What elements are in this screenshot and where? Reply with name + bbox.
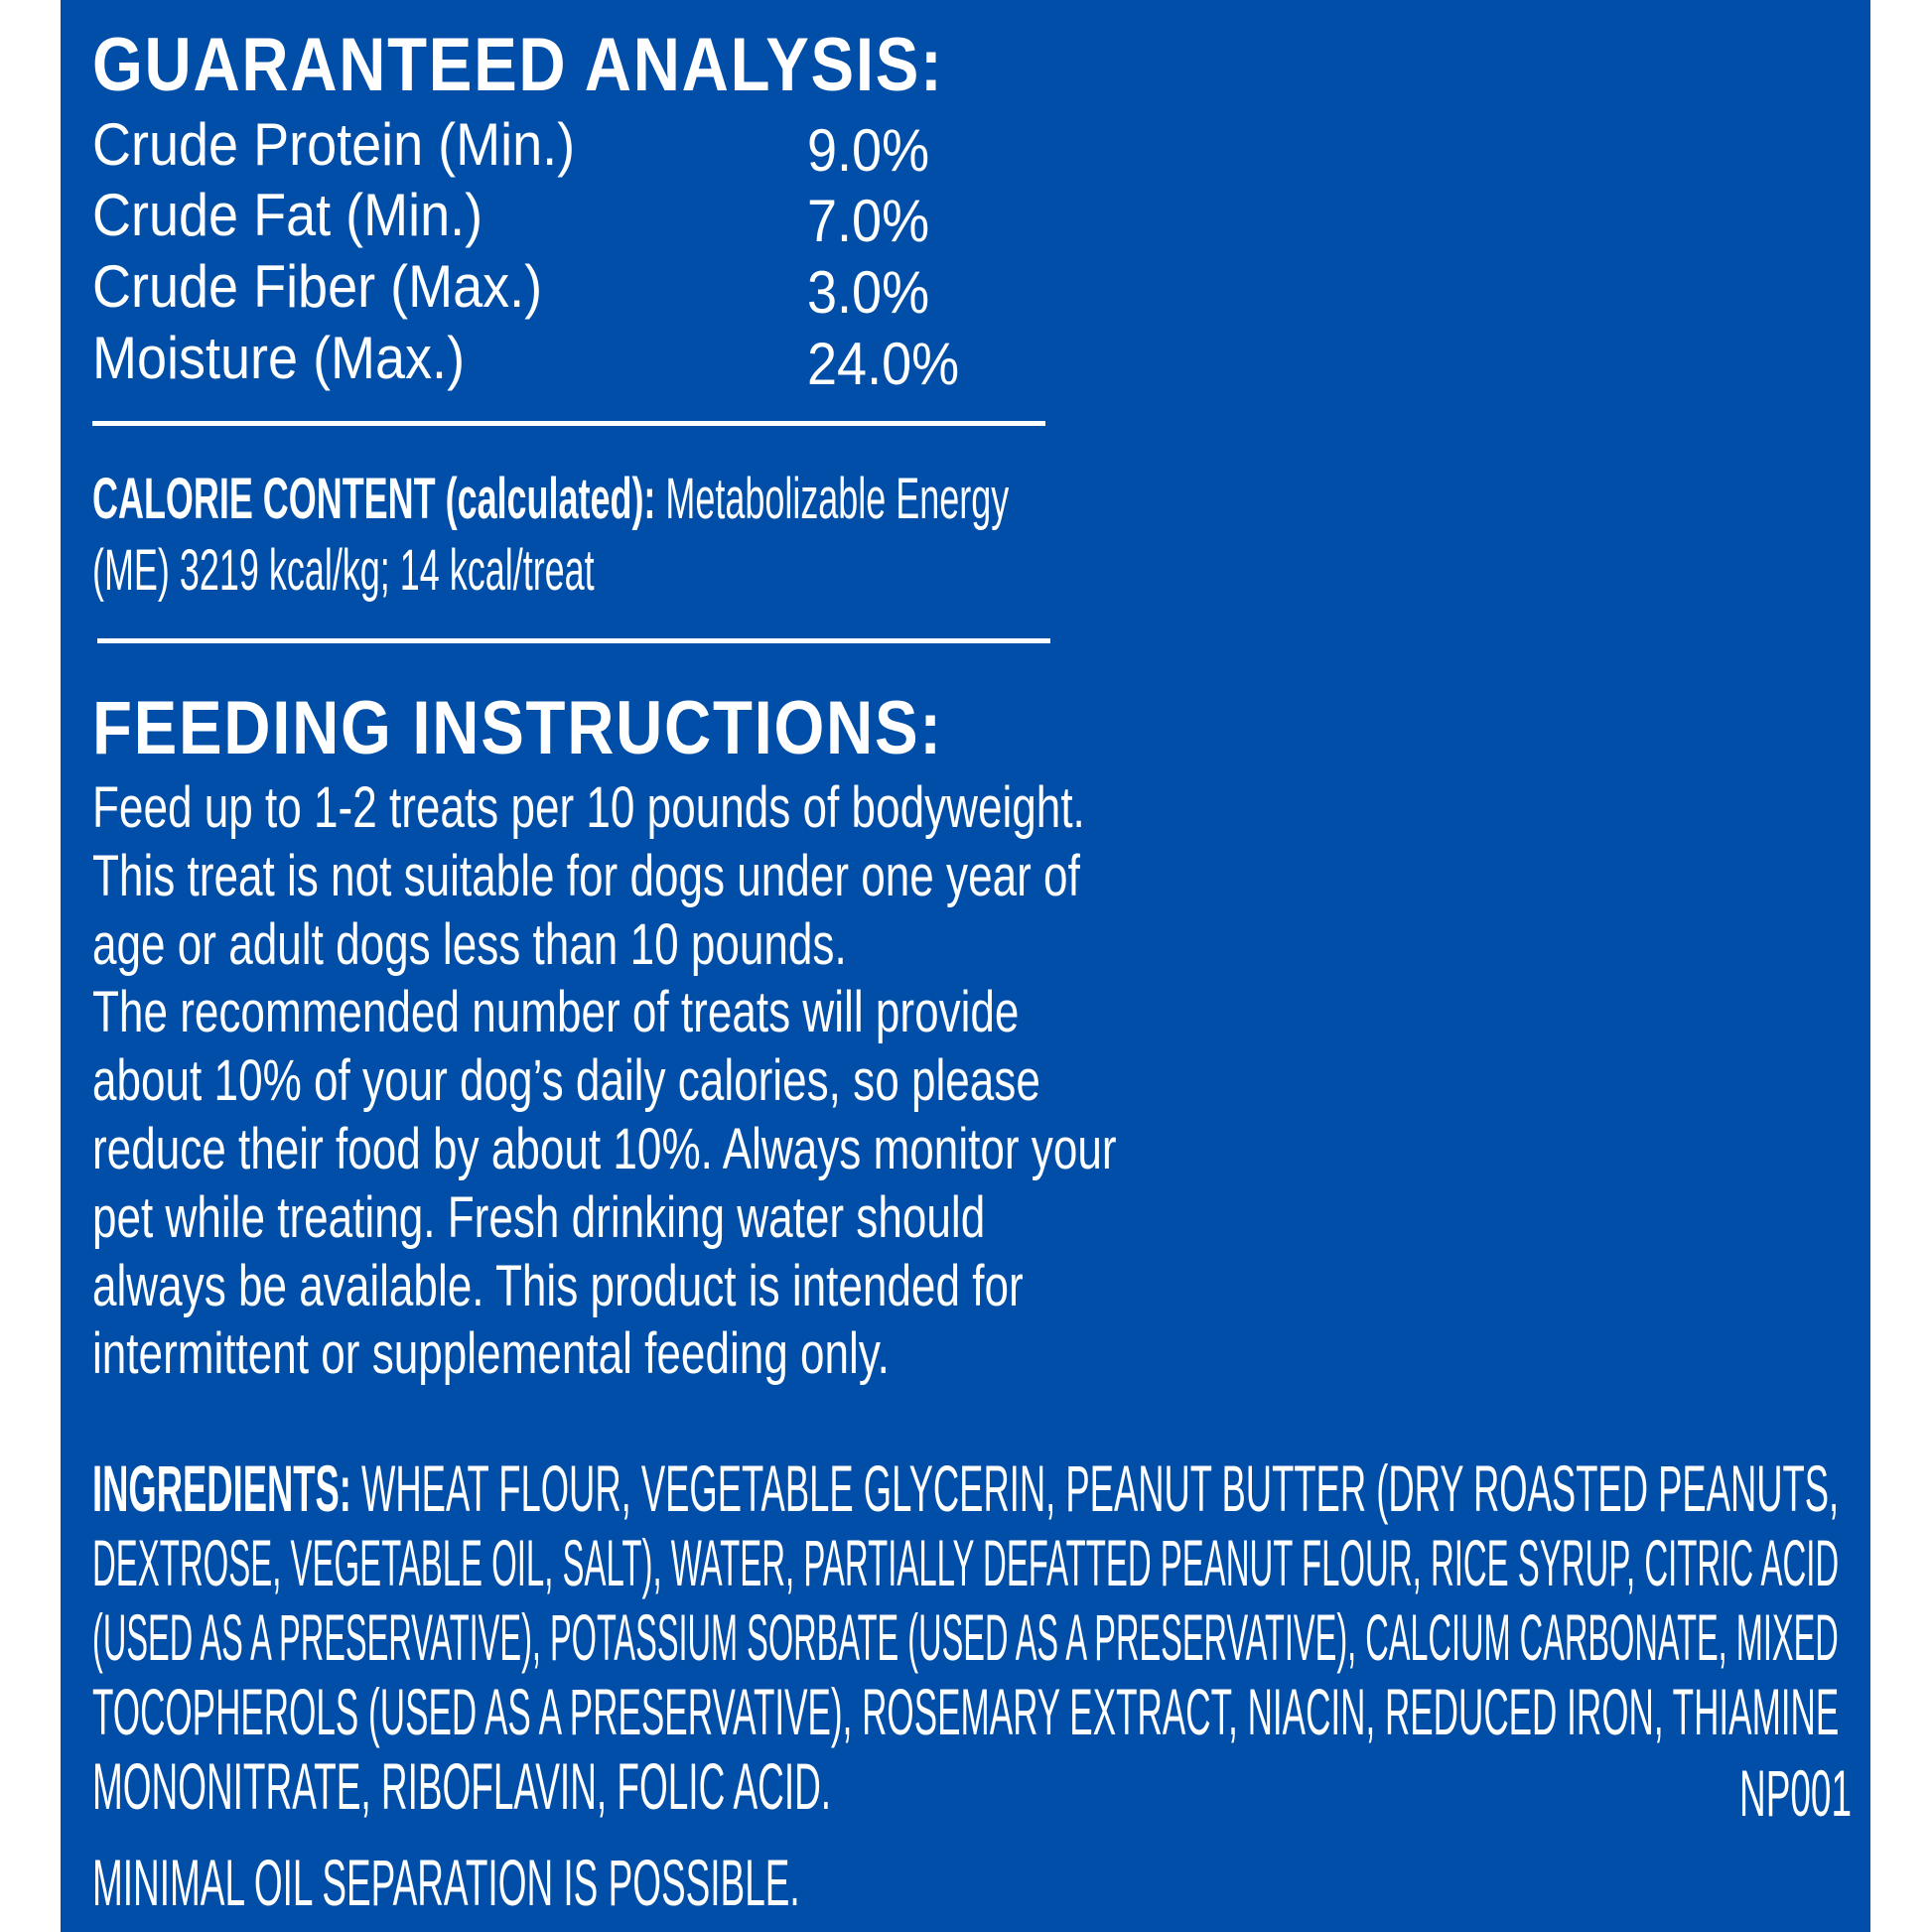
guaranteed-analysis-title: GUARANTEED ANALYSIS: [92, 23, 944, 107]
ingredients-line: MONONITRATE, RIBOFLAVIN, FOLIC ACID. [92, 1749, 832, 1823]
feeding-instruction-line: The recommended number of treats will pr… [92, 980, 1020, 1045]
feeding-instruction-line: about 10% of your dog’s daily calories, … [92, 1048, 1040, 1114]
ingredients-line: TOCOPHEROLS (USED AS A PRESERVATIVE), RO… [92, 1675, 1840, 1748]
calorie-content-line2: (ME) 3219 kcal/kg; 14 kcal/treat [92, 538, 595, 603]
calorie-content-text: Metabolizable Energy [655, 467, 1010, 531]
product-code: NP001 [1739, 1756, 1853, 1830]
calorie-content-line1: CALORIE CONTENT (calculated): Metaboliza… [92, 471, 1009, 528]
analysis-value: 24.0% [807, 331, 960, 397]
analysis-label: Moisture (Max.) [92, 325, 466, 391]
analysis-value: 9.0% [807, 117, 930, 184]
analysis-label: Crude Fat (Min.) [92, 182, 483, 248]
divider [97, 638, 1050, 643]
ingredients-text: WHEAT FLOUR, VEGETABLE GLYCERIN, PEANUT … [350, 1451, 1840, 1525]
feeding-instruction-line: always be available. This product is int… [92, 1253, 1024, 1318]
label-panel [61, 0, 1870, 1932]
ingredients-label: INGREDIENTS: [92, 1451, 351, 1525]
feeding-instruction-line: age or adult dogs less than 10 pounds. [92, 911, 847, 977]
divider [92, 421, 1045, 426]
feeding-instruction-line: This treat is not suitable for dogs unde… [92, 843, 1080, 908]
feeding-instruction-line: reduce their food by about 10%. Always m… [92, 1117, 1117, 1181]
analysis-value: 3.0% [807, 259, 930, 326]
analysis-label: Crude Protein (Min.) [92, 111, 576, 178]
ingredients-line: DEXTROSE, VEGETABLE OIL, SALT), WATER, P… [92, 1526, 1840, 1599]
feeding-instruction-line: Feed up to 1-2 treats per 10 pounds of b… [92, 775, 1085, 840]
analysis-label: Crude Fiber (Max.) [92, 253, 543, 320]
feeding-instruction-line: intermittent or supplemental feeding onl… [92, 1321, 890, 1387]
feeding-instruction-line: pet while treating. Fresh drinking water… [92, 1184, 986, 1250]
ingredients-line: (USED AS A PRESERVATIVE), POTASSIUM SORB… [92, 1600, 1839, 1674]
oil-separation-note: MINIMAL OIL SEPARATION IS POSSIBLE. [92, 1846, 800, 1919]
analysis-value: 7.0% [807, 188, 930, 254]
ingredients-line: INGREDIENTS: WHEAT FLOUR, VEGETABLE GLYC… [92, 1455, 1839, 1521]
feeding-instructions-title: FEEDING INSTRUCTIONS: [92, 686, 943, 770]
calorie-content-label: CALORIE CONTENT (calculated): [92, 467, 656, 531]
